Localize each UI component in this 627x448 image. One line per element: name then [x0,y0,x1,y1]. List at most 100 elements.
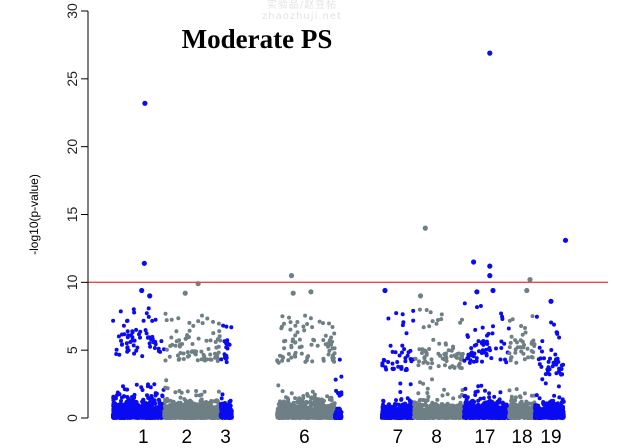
data-point [282,346,287,351]
data-point [293,350,298,355]
data-point [310,359,315,364]
data-point [416,391,421,396]
data-point [406,350,411,355]
data-point [148,385,153,390]
data-point [288,320,293,325]
data-point [185,354,190,359]
data-point [153,342,158,347]
data-point [124,341,129,346]
data-point [211,331,216,336]
data-point [331,406,336,410]
data-point [224,324,229,329]
data-point [439,312,444,317]
data-point [279,405,284,410]
data-point [209,399,214,403]
data-point [318,404,323,409]
data-point [289,343,294,348]
data-point [390,361,395,366]
data-point [214,408,219,413]
data-point [398,381,403,386]
data-point [111,394,116,399]
data-point [147,414,152,419]
data-point [339,374,344,379]
data-point [111,318,116,323]
watermark-line-2: zhaozhuji.net [262,11,342,22]
data-point [431,337,436,342]
data-point [299,344,304,349]
data-point [293,340,298,345]
data-point [125,387,130,392]
data-point [395,360,400,364]
data-point [283,338,288,343]
data-point [308,316,313,321]
data-point [337,406,342,411]
data-point [400,350,404,355]
data-point [393,350,398,355]
data-point [445,392,450,397]
data-point [411,318,416,323]
data-point [213,340,218,344]
data-point [213,405,218,410]
data-point [150,318,155,323]
data-point [178,395,183,400]
data-point [177,357,182,361]
data-point [311,337,316,342]
data-point [190,349,195,354]
data-point [223,414,227,419]
data-point [324,407,329,412]
data-point [200,313,204,318]
data-point [404,406,409,411]
data-point [194,393,199,398]
data-point [117,352,122,357]
data-point [329,335,334,340]
data-point [164,413,169,418]
data-point [217,334,222,339]
data-point [299,351,304,356]
data-point [122,410,127,414]
data-point [120,332,124,337]
data-point [335,391,340,395]
data-point [139,385,144,390]
data-point [404,414,409,418]
data-point [214,345,219,350]
data-point [398,408,403,413]
data-point [228,407,233,412]
data-point [311,412,315,417]
data-point [182,405,187,410]
data-point [126,396,131,401]
data-point [326,352,331,357]
data-point [303,401,308,405]
data-point [204,338,209,343]
data-point [145,393,149,398]
data-point [174,329,179,334]
data-point [326,413,331,418]
data-point [125,318,130,323]
data-point [211,319,215,324]
data-point [152,382,157,387]
data-point [437,341,442,346]
data-point [112,411,117,415]
data-point [305,322,310,326]
data-point [275,358,280,363]
data-point [284,414,289,419]
data-point [430,319,435,324]
data-point [425,391,430,395]
data-point [398,390,403,394]
data-point [327,348,332,353]
data-point [427,347,432,351]
data-point [216,357,221,362]
chart-title: Moderate PS [182,24,333,54]
data-point [386,360,391,364]
data-point [135,345,140,350]
data-point [185,389,190,394]
data-point [120,342,125,347]
data-point [330,355,335,360]
data-point [130,395,134,399]
data-point [216,389,221,394]
data-point [184,336,189,341]
data-point [280,358,285,363]
data-point [420,347,425,352]
data-point [195,358,200,363]
data-point [276,383,281,388]
data-point [416,363,421,368]
